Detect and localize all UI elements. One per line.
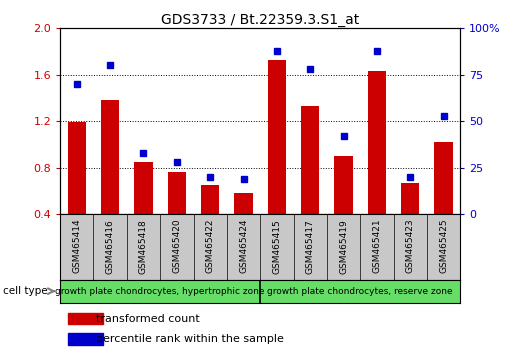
Text: GSM465419: GSM465419 bbox=[339, 219, 348, 274]
Bar bbox=[134, 162, 153, 214]
Text: growth plate chondrocytes, hypertrophic zone: growth plate chondrocytes, hypertrophic … bbox=[55, 287, 265, 296]
Bar bbox=[368, 71, 386, 214]
Text: growth plate chondrocytes, reserve zone: growth plate chondrocytes, reserve zone bbox=[267, 287, 453, 296]
Text: GSM465424: GSM465424 bbox=[239, 219, 248, 273]
Bar bbox=[435, 142, 453, 214]
Text: GSM465417: GSM465417 bbox=[306, 219, 315, 274]
Text: GSM465416: GSM465416 bbox=[106, 219, 115, 274]
Bar bbox=[68, 313, 104, 324]
Text: cell type: cell type bbox=[3, 286, 47, 296]
Bar bbox=[168, 172, 186, 214]
Text: GSM465423: GSM465423 bbox=[406, 219, 415, 273]
Text: GSM465418: GSM465418 bbox=[139, 219, 148, 274]
Text: GSM465420: GSM465420 bbox=[173, 219, 181, 273]
Bar bbox=[68, 333, 104, 345]
Bar bbox=[234, 193, 253, 214]
Text: GSM465422: GSM465422 bbox=[206, 219, 214, 273]
Bar bbox=[201, 185, 219, 214]
Text: GSM465421: GSM465421 bbox=[372, 219, 381, 273]
Bar bbox=[268, 60, 286, 214]
Title: GDS3733 / Bt.22359.3.S1_at: GDS3733 / Bt.22359.3.S1_at bbox=[161, 13, 359, 27]
Bar bbox=[67, 122, 86, 214]
Bar bbox=[301, 106, 320, 214]
Bar bbox=[101, 100, 119, 214]
Text: transformed count: transformed count bbox=[96, 314, 200, 324]
Text: percentile rank within the sample: percentile rank within the sample bbox=[96, 334, 284, 344]
Bar bbox=[334, 156, 353, 214]
Text: GSM465414: GSM465414 bbox=[72, 219, 81, 273]
Text: GSM465425: GSM465425 bbox=[439, 219, 448, 273]
Text: GSM465415: GSM465415 bbox=[272, 219, 281, 274]
Bar bbox=[401, 183, 419, 214]
